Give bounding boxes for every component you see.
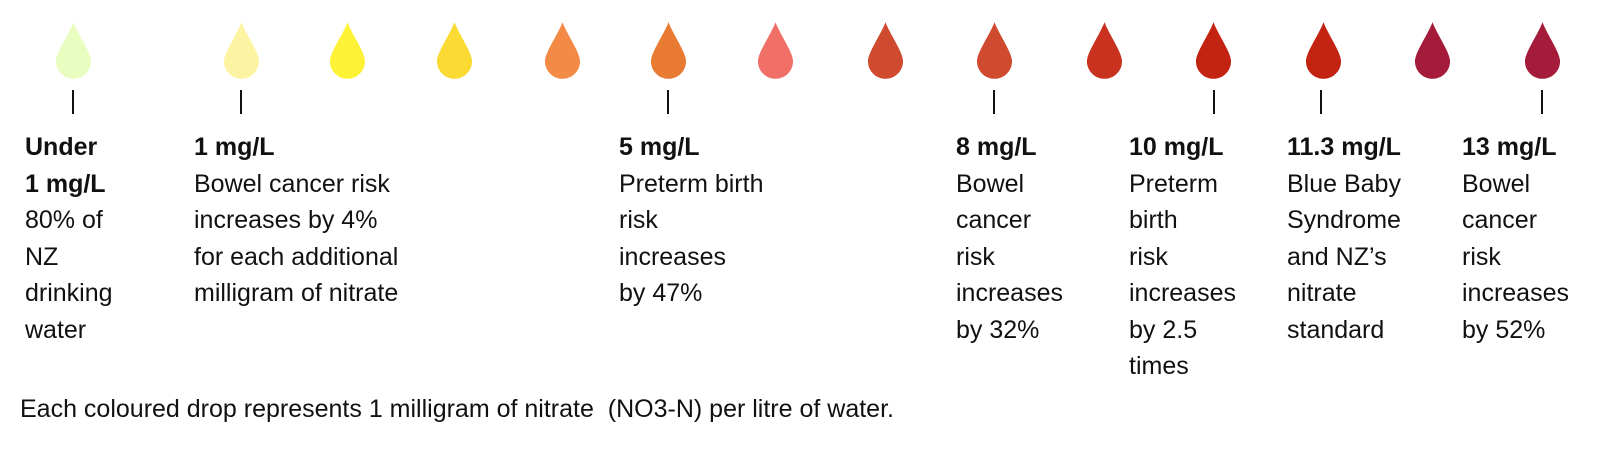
footer-note: Each coloured drop represents 1 milligra… bbox=[20, 395, 894, 423]
marker-description: Bowel bbox=[1462, 169, 1531, 198]
marker-description: Syndrome bbox=[1287, 206, 1401, 234]
marker-label: 1 mg/L Bowel cancer risk increases by 4% fo… bbox=[194, 129, 398, 312]
marker-label: 11.3 mg/L Blue Baby Syndrome and NZ’s nitrat… bbox=[1287, 129, 1401, 348]
marker-description: times bbox=[1129, 352, 1189, 380]
water-drop-icon bbox=[866, 22, 905, 79]
water-drop-icon bbox=[1085, 22, 1124, 79]
marker-description: water bbox=[25, 315, 87, 344]
marker-description: risk bbox=[619, 206, 658, 234]
marker-heading: 5 mg/L bbox=[619, 133, 700, 161]
water-drop-icon bbox=[1523, 22, 1562, 79]
marker-description: NZ bbox=[25, 242, 59, 271]
marker-tick bbox=[993, 90, 995, 114]
marker-description: by 32% bbox=[956, 315, 1040, 344]
marker-description: nitrate bbox=[1287, 279, 1357, 307]
marker-heading: 1 mg/L bbox=[194, 133, 275, 161]
water-drop-icon bbox=[435, 22, 474, 79]
water-drop-icon bbox=[1194, 22, 1233, 79]
marker-description: Bowel bbox=[956, 169, 1025, 198]
marker-tick bbox=[667, 90, 669, 114]
marker-tick bbox=[72, 90, 74, 114]
water-drop-icon bbox=[975, 22, 1014, 79]
marker-description: by 52% bbox=[1462, 315, 1546, 344]
water-drop-icon bbox=[756, 22, 795, 79]
marker-label: 13 mg/L Bowel cancer risk increases by 52% bbox=[1462, 129, 1569, 348]
marker-description: increases bbox=[956, 279, 1063, 307]
marker-description: cancer bbox=[956, 206, 1032, 234]
marker-tick bbox=[1320, 90, 1322, 114]
marker-tick bbox=[240, 90, 242, 114]
marker-description: risk bbox=[1129, 242, 1168, 271]
marker-description: increases bbox=[1462, 279, 1569, 307]
water-drop-icon bbox=[328, 22, 367, 79]
marker-description: by 2.5 bbox=[1129, 315, 1198, 344]
marker-description: risk bbox=[956, 242, 995, 271]
water-drop-icon bbox=[1304, 22, 1343, 79]
marker-description: increases by 4% bbox=[194, 206, 378, 234]
marker-description: birth bbox=[1129, 206, 1178, 234]
water-drop-icon bbox=[543, 22, 582, 79]
marker-description: risk bbox=[1462, 242, 1501, 271]
marker-description: Bowel cancer risk bbox=[194, 169, 390, 198]
marker-description: and NZ’s bbox=[1287, 242, 1387, 271]
water-drop-icon bbox=[54, 22, 93, 79]
water-drop-icon bbox=[649, 22, 688, 79]
water-drop-icon bbox=[222, 22, 261, 79]
marker-heading: 13 mg/L bbox=[1462, 133, 1557, 161]
marker-label: 8 mg/L Bowel cancer risk increases by 32% bbox=[956, 129, 1063, 348]
marker-tick bbox=[1213, 90, 1215, 114]
marker-heading: 8 mg/L bbox=[956, 133, 1037, 161]
marker-label: 5 mg/L Preterm birth risk increases by 47% bbox=[619, 129, 763, 312]
marker-heading: 1 mg/L bbox=[25, 169, 106, 198]
marker-description: for each additional bbox=[194, 242, 399, 271]
marker-heading: Under bbox=[25, 133, 98, 161]
marker-description: Blue Baby bbox=[1287, 169, 1401, 198]
marker-description: cancer bbox=[1462, 206, 1538, 234]
marker-tick bbox=[1541, 90, 1543, 114]
marker-description: drinking bbox=[25, 279, 113, 307]
marker-description: increases bbox=[619, 242, 726, 271]
marker-description: milligram of nitrate bbox=[194, 279, 399, 307]
marker-description: Preterm birth bbox=[619, 169, 764, 198]
marker-description: by 47% bbox=[619, 279, 703, 307]
marker-description: standard bbox=[1287, 315, 1385, 344]
marker-heading: 10 mg/L bbox=[1129, 133, 1224, 161]
marker-description: increases bbox=[1129, 279, 1236, 307]
water-drop-icon bbox=[1413, 22, 1452, 79]
marker-label: Under 1 mg/L 80% of NZ drinking water bbox=[25, 129, 113, 348]
marker-heading: 11.3 mg/L bbox=[1287, 133, 1401, 161]
marker-label: 10 mg/L Preterm birth risk increases by 2.5 ti… bbox=[1129, 129, 1236, 385]
marker-description: Preterm bbox=[1129, 169, 1218, 198]
marker-description: 80% of bbox=[25, 206, 103, 234]
